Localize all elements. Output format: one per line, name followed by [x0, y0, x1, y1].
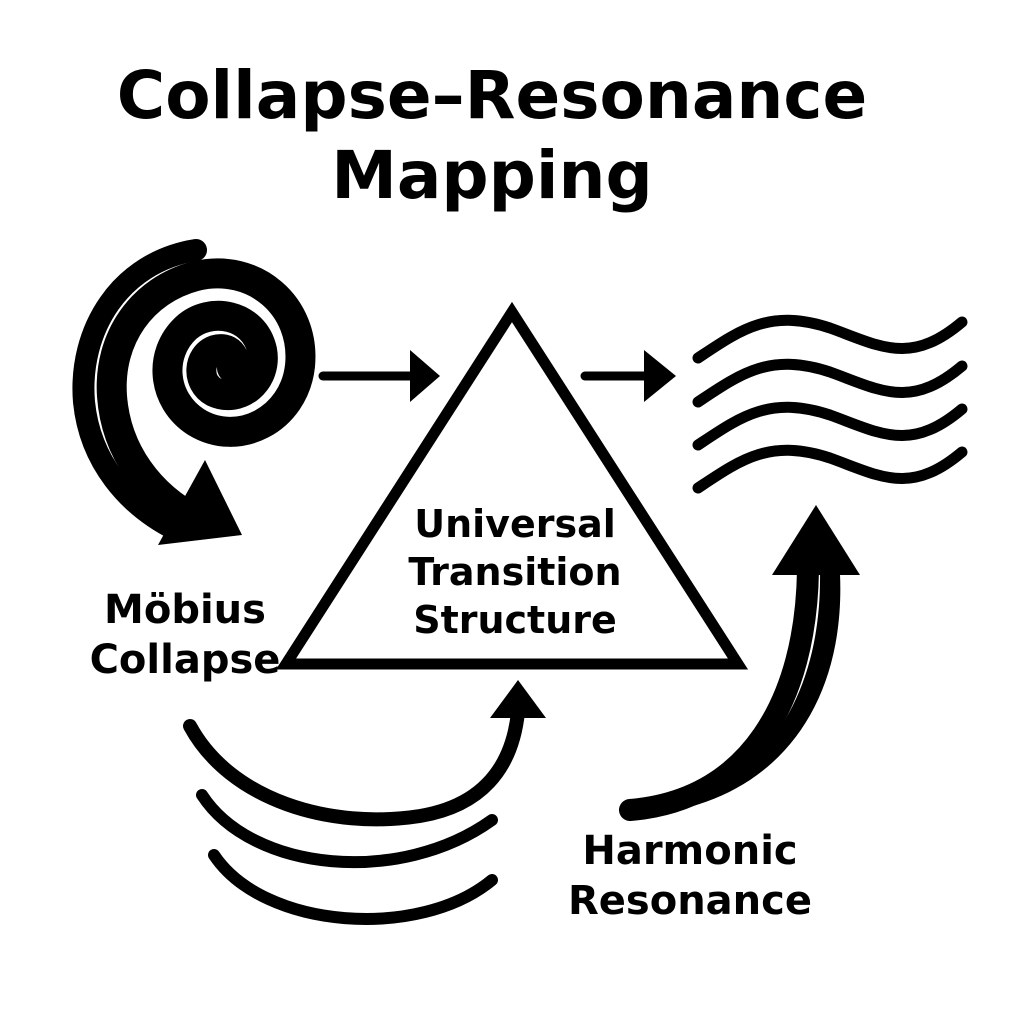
spiral-arrowhead [158, 460, 242, 545]
page-title-line1: Collapse–Resonance [116, 57, 868, 134]
right-node-line2: Resonance [567, 878, 812, 924]
center-node-line2: Transition [408, 550, 622, 594]
left-node-line2: Collapse [89, 637, 281, 683]
curved-arrow-icon [619, 505, 860, 821]
curved-arrow-icon [183, 680, 546, 827]
center-node-line1: Universal [414, 502, 616, 546]
center-node-label: Universal Transition Structure [395, 500, 635, 644]
center-node-line3: Structure [413, 598, 617, 642]
page-title-line2: Mapping [331, 137, 653, 214]
right-node-label: Harmonic Resonance [540, 826, 840, 926]
spiral-tail [72, 239, 207, 541]
triangle-shape [275, 301, 749, 670]
left-node-line1: Möbius [104, 587, 266, 633]
straight-arrow-icon [318, 350, 440, 402]
arc-lines-icon [196, 789, 498, 925]
spiral-icon [96, 258, 316, 535]
right-node-line1: Harmonic [582, 828, 798, 874]
wave-lines-icon [692, 314, 968, 494]
left-node-label: Möbius Collapse [60, 585, 310, 685]
straight-arrow-icon [580, 350, 676, 402]
